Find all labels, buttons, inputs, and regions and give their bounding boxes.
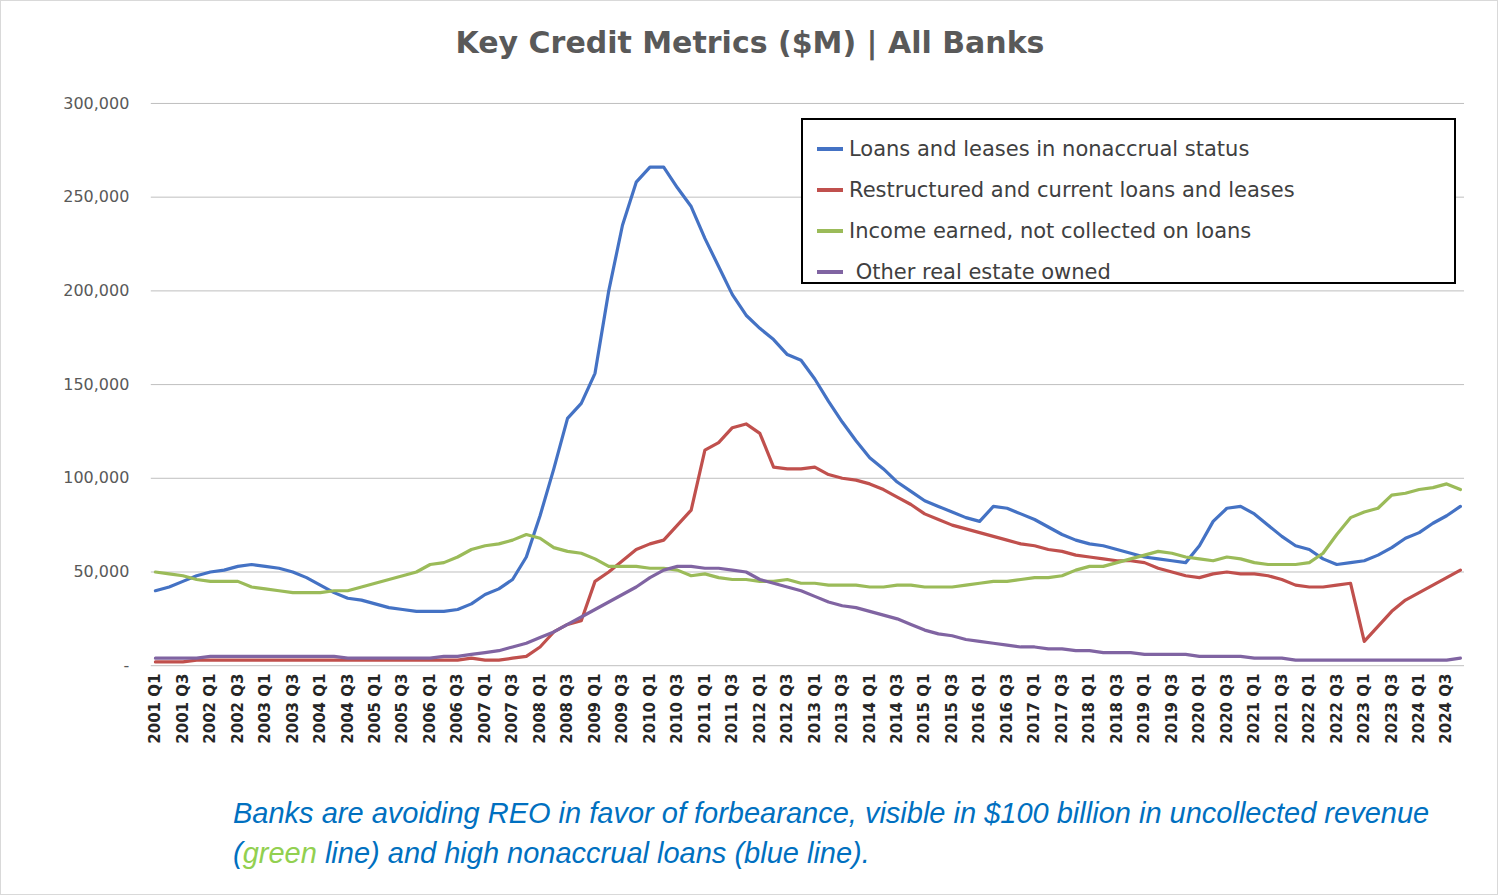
svg-text:2015 Q3: 2015 Q3	[943, 674, 961, 744]
svg-text:2008 Q3: 2008 Q3	[558, 674, 576, 744]
svg-text:2008 Q1: 2008 Q1	[531, 674, 549, 744]
html-text:Key Credit Metrics ($M) | All: Key Credit Metrics ($M) | All Banks	[455, 25, 1045, 60]
svg-text:2024 Q1: 2024 Q1	[1410, 674, 1428, 744]
svg-text:2006 Q3: 2006 Q3	[448, 674, 466, 744]
svg-text:2021 Q3: 2021 Q3	[1273, 674, 1291, 744]
svg-text:2002 Q3: 2002 Q3	[229, 674, 247, 744]
svg-text:2012 Q1: 2012 Q1	[751, 674, 769, 744]
svg-text:-: -	[124, 656, 130, 675]
svg-text:50,000: 50,000	[73, 562, 129, 581]
svg-text:2018 Q1: 2018 Q1	[1080, 674, 1098, 744]
svg-text:250,000: 250,000	[63, 187, 129, 206]
svg-text:2017 Q3: 2017 Q3	[1053, 674, 1071, 744]
svg-text:2005 Q3: 2005 Q3	[393, 674, 411, 744]
svg-text:2003 Q3: 2003 Q3	[284, 674, 302, 744]
svg-text:2011 Q3: 2011 Q3	[723, 674, 741, 744]
svg-text:2004 Q1: 2004 Q1	[311, 674, 329, 744]
svg-text:2011 Q1: 2011 Q1	[696, 674, 714, 744]
svg-text:2014 Q1: 2014 Q1	[861, 674, 879, 744]
svg-text:2016 Q3: 2016 Q3	[998, 674, 1016, 744]
svg-text:150,000: 150,000	[63, 375, 129, 394]
svg-text:2016 Q1: 2016 Q1	[970, 674, 988, 744]
svg-text:2018 Q3: 2018 Q3	[1108, 674, 1126, 744]
svg-text:2023 Q3: 2023 Q3	[1383, 674, 1401, 744]
svg-text:2009 Q3: 2009 Q3	[613, 674, 631, 744]
svg-text:200,000: 200,000	[63, 281, 129, 300]
svg-text:100,000: 100,000	[63, 468, 129, 487]
svg-text:2009 Q1: 2009 Q1	[586, 674, 604, 744]
svg-text:2001 Q1: 2001 Q1	[146, 674, 164, 744]
svg-text:2020 Q3: 2020 Q3	[1218, 674, 1236, 744]
svg-text:2001 Q3: 2001 Q3	[174, 674, 192, 744]
svg-text:2015 Q1: 2015 Q1	[915, 674, 933, 744]
svg-text:2019 Q1: 2019 Q1	[1135, 674, 1153, 744]
svg-text:2012 Q3: 2012 Q3	[778, 674, 796, 744]
svg-text:2024 Q3: 2024 Q3	[1437, 674, 1455, 744]
svg-text:2022 Q1: 2022 Q1	[1300, 674, 1318, 744]
svg-text:2002 Q1: 2002 Q1	[201, 674, 219, 744]
svg-text:2004 Q3: 2004 Q3	[339, 674, 357, 744]
svg-text:2021 Q1: 2021 Q1	[1245, 674, 1263, 744]
html-text:Other real estate owned: Other real estate owned	[849, 259, 1111, 284]
svg-text:2017 Q1: 2017 Q1	[1025, 674, 1043, 744]
html-text:Income earned, not collected o: Income earned, not collected on loans	[849, 218, 1252, 243]
svg-text:2010 Q1: 2010 Q1	[641, 674, 659, 744]
svg-text:300,000: 300,000	[63, 94, 129, 113]
svg-text:2019 Q3: 2019 Q3	[1163, 674, 1181, 744]
html-text:Restructured and current loans: Restructured and current loans and lease…	[849, 177, 1295, 202]
svg-text:2013 Q1: 2013 Q1	[806, 674, 824, 744]
svg-text:2003 Q1: 2003 Q1	[256, 674, 274, 744]
svg-text:2023 Q1: 2023 Q1	[1355, 674, 1373, 744]
svg-text:2007 Q3: 2007 Q3	[503, 674, 521, 744]
svg-text:2010 Q3: 2010 Q3	[668, 674, 686, 744]
svg-text:2006 Q1: 2006 Q1	[421, 674, 439, 744]
svg-text:2007 Q1: 2007 Q1	[476, 674, 494, 744]
svg-text:2020 Q1: 2020 Q1	[1190, 674, 1208, 744]
html-text:Banks are avoiding REO in favo: Banks are avoiding REO in favor of forbe…	[233, 797, 1430, 869]
html-text:Loans and leases in nonaccrual: Loans and leases in nonaccrual status	[849, 136, 1250, 161]
svg-text:2022 Q3: 2022 Q3	[1328, 674, 1346, 744]
svg-text:2013 Q3: 2013 Q3	[833, 674, 851, 744]
svg-text:2014 Q3: 2014 Q3	[888, 674, 906, 744]
svg-text:2005 Q1: 2005 Q1	[366, 674, 384, 744]
